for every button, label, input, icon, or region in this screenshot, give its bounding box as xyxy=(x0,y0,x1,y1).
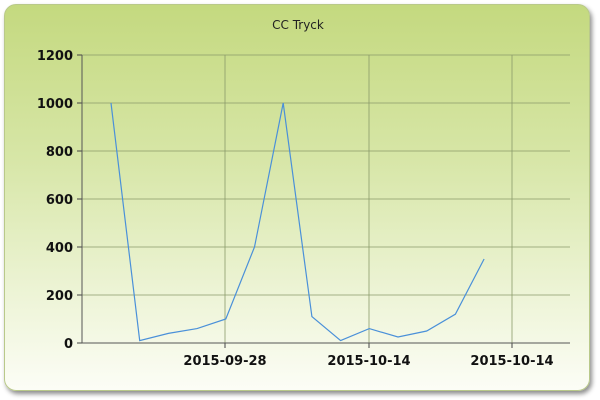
y-tick-label: 200 xyxy=(46,289,73,304)
y-axis-ticks: 0 200 400 600 800 1000 1200 xyxy=(37,49,73,352)
y-tick-label: 1200 xyxy=(37,49,73,64)
y-tick-label: 1000 xyxy=(37,97,73,112)
grid xyxy=(82,54,570,343)
axes xyxy=(77,54,570,348)
series xyxy=(110,102,485,342)
y-tick-label: 800 xyxy=(46,145,73,160)
chart-title: CC Tryck xyxy=(272,18,324,32)
x-axis-ticks: 2015-09-28 2015-10-14 2015-10-14 xyxy=(183,354,553,369)
x-tick-label: 2015-10-14 xyxy=(327,354,410,369)
x-tick-label: 2015-09-28 xyxy=(183,354,266,369)
chart-panel xyxy=(4,4,590,391)
y-tick-label: 400 xyxy=(46,241,73,256)
x-tick-label: 2015-10-14 xyxy=(470,354,553,369)
series-line xyxy=(110,102,485,342)
y-tick-label: 0 xyxy=(64,337,73,352)
y-tick-label: 600 xyxy=(46,193,73,208)
